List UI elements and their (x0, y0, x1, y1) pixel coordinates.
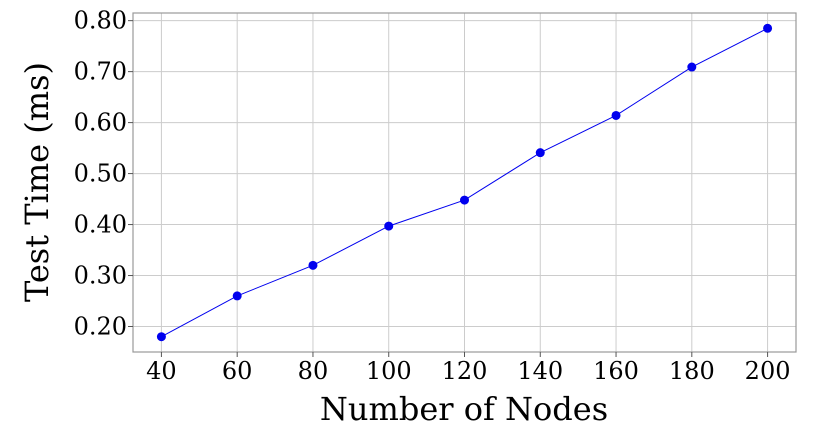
data-point (384, 221, 394, 231)
y-tick-label: 0.80 (74, 7, 127, 35)
x-tick-label: 180 (669, 357, 715, 385)
y-tick-label: 0.30 (74, 262, 127, 290)
x-tick-label: 160 (593, 357, 639, 385)
y-tick-label: 0.50 (74, 160, 127, 188)
x-tick-label: 60 (222, 357, 253, 385)
x-tick-label: 140 (517, 357, 563, 385)
data-point (687, 62, 697, 72)
x-tick-label: 80 (298, 357, 329, 385)
y-tick-label: 0.70 (74, 58, 127, 86)
data-point (611, 110, 621, 120)
grid (133, 13, 796, 352)
data-point (460, 195, 469, 205)
x-axis-title: Number of Nodes (320, 390, 608, 428)
y-tick-label: 0.20 (74, 313, 127, 341)
y-tick-label: 0.60 (74, 109, 127, 137)
x-tick-label: 100 (366, 357, 412, 385)
data-point (156, 332, 166, 342)
series-layer (156, 23, 773, 342)
y-axis-title: Test Time (ms) (18, 62, 56, 302)
data-point (763, 23, 773, 33)
y-tick-label: 0.40 (74, 211, 127, 239)
x-tick-label: 40 (146, 357, 177, 385)
x-tick-label: 200 (745, 357, 791, 385)
axis-ticks: 40 60 80 100 120 140 160 180 200 0.20 0.30 0.40 0.50… (74, 7, 791, 385)
data-point (535, 148, 545, 158)
data-point (232, 291, 242, 301)
x-tick-label: 120 (442, 357, 488, 385)
data-point (308, 260, 318, 270)
